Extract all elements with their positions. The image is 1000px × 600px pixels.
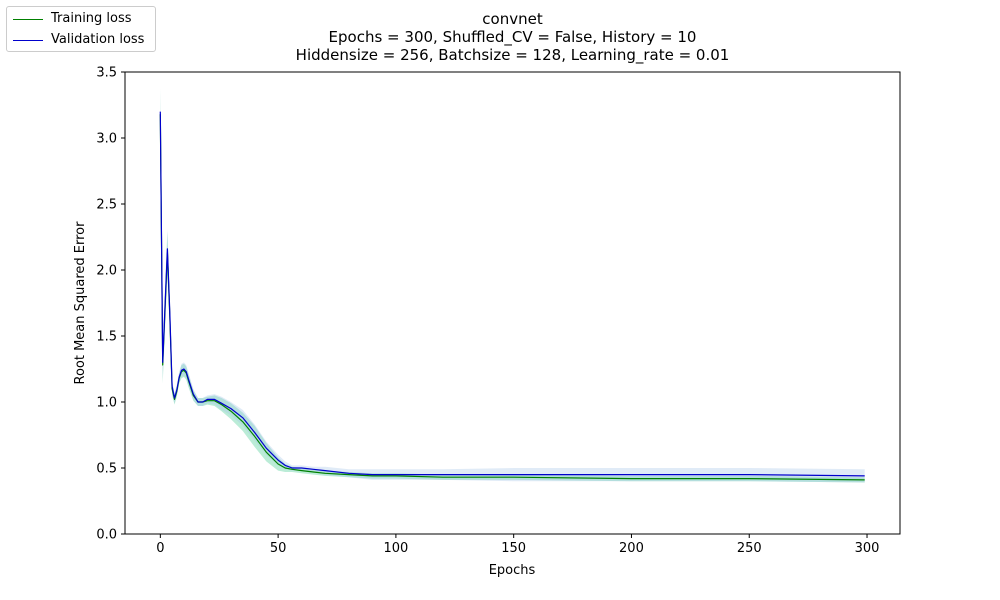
x-tick-label: 0: [156, 541, 164, 556]
y-tick-label: 2.5: [96, 198, 117, 213]
chart-title: convnet: [482, 10, 543, 28]
y-tick-label: 3.5: [96, 66, 117, 81]
series-line-validation: [159, 111, 865, 477]
legend: Training loss Validation loss: [6, 6, 156, 52]
plot-frame: [124, 71, 901, 535]
series-line-training: [159, 114, 865, 481]
x-tick-label: 200: [619, 541, 644, 556]
y-axis-ticks: 0.0 0.5 1.0 1.5 2.0 2.5 3.0 3.5: [96, 66, 125, 543]
x-axis-label: Epochs: [489, 563, 536, 578]
error-bands: [160, 89, 865, 483]
legend-item-validation: Validation loss: [13, 32, 144, 48]
x-tick-label: 50: [270, 541, 287, 556]
legend-swatch-training: [13, 18, 43, 20]
series-lines: [159, 111, 865, 481]
y-axis-label: Root Mean Squared Error: [73, 221, 88, 385]
y-tick-label: 3.0: [96, 132, 117, 147]
series-band-training: [160, 89, 865, 483]
x-tick-label: 150: [501, 541, 526, 556]
y-tick-label: 0.5: [96, 462, 117, 477]
y-tick-label: 1.5: [96, 330, 117, 345]
x-tick-label: 100: [383, 541, 408, 556]
y-tick-label: 1.0: [96, 396, 117, 411]
chart-subtitle-2: Hiddensize = 256, Batchsize = 128, Learn…: [295, 46, 730, 64]
legend-swatch-validation: [13, 39, 43, 41]
x-tick-label: 250: [737, 541, 762, 556]
y-tick-label: 0.0: [96, 528, 117, 543]
legend-label-validation: Validation loss: [51, 32, 145, 47]
series-band-validation: [160, 89, 865, 483]
x-tick-label: 300: [855, 541, 880, 556]
x-axis-ticks: 0 50 100 150 200 250 300: [156, 534, 879, 556]
chart-subtitle-1: Epochs = 300, Shuffled_CV = False, Histo…: [328, 28, 697, 46]
legend-item-training: Training loss: [13, 11, 132, 27]
legend-label-training: Training loss: [51, 11, 132, 26]
y-tick-label: 2.0: [96, 264, 117, 279]
